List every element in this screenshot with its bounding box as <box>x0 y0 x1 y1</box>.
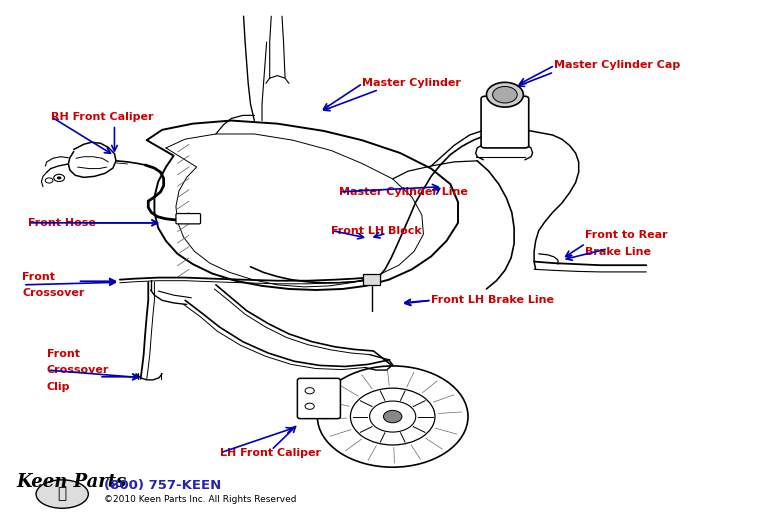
Circle shape <box>57 176 62 179</box>
Text: Master Cylinder Cap: Master Cylinder Cap <box>554 60 681 70</box>
Text: (800) 757-KEEN: (800) 757-KEEN <box>105 479 222 492</box>
Bar <box>363 275 380 285</box>
Text: Front LH Brake Line: Front LH Brake Line <box>431 295 554 305</box>
Text: Front LH Block: Front LH Block <box>331 225 422 236</box>
Text: Master Cylinder: Master Cylinder <box>362 78 460 89</box>
FancyBboxPatch shape <box>176 213 200 224</box>
Text: 🏎: 🏎 <box>58 486 67 501</box>
Text: ©2010 Keen Parts Inc. All Rights Reserved: ©2010 Keen Parts Inc. All Rights Reserve… <box>105 495 297 503</box>
Text: Front Hose: Front Hose <box>28 218 95 228</box>
Text: Brake Line: Brake Line <box>585 247 651 257</box>
Text: LH Front Caliper: LH Front Caliper <box>219 448 321 458</box>
Text: Crossover: Crossover <box>47 365 109 375</box>
Text: Keen Parts: Keen Parts <box>16 473 126 491</box>
Text: Front: Front <box>47 349 80 358</box>
Text: Crossover: Crossover <box>22 288 85 298</box>
Text: RH Front Caliper: RH Front Caliper <box>51 112 153 122</box>
Text: Clip: Clip <box>47 382 70 392</box>
Circle shape <box>383 410 402 423</box>
Ellipse shape <box>36 480 89 508</box>
Circle shape <box>487 82 524 107</box>
Circle shape <box>493 87 517 103</box>
Text: Master Cylinder Line: Master Cylinder Line <box>339 187 467 197</box>
Text: Front to Rear: Front to Rear <box>585 230 668 240</box>
Text: Front: Front <box>22 271 55 282</box>
FancyBboxPatch shape <box>297 378 340 419</box>
FancyBboxPatch shape <box>481 96 529 148</box>
